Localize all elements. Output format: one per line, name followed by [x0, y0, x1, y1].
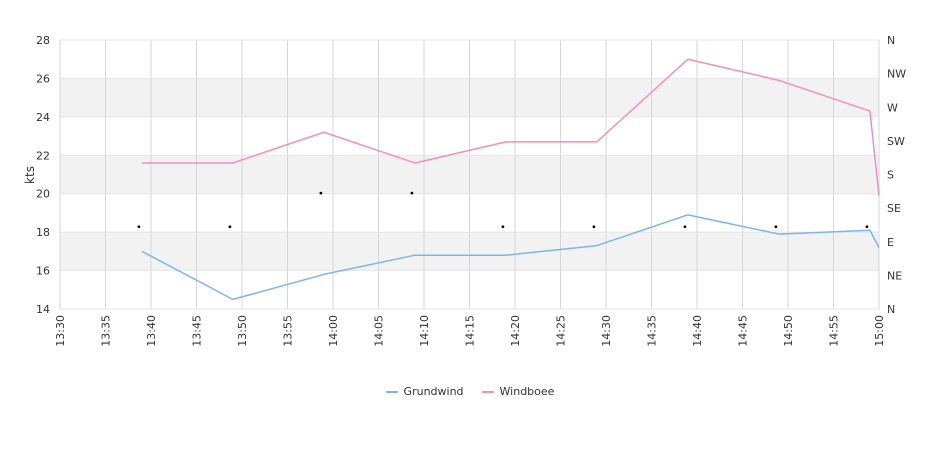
grid-lines	[59, 39, 880, 310]
direction-marker	[410, 191, 414, 195]
legend-item-grundwind[interactable]: Grundwind	[385, 385, 464, 398]
x-tick-label: 14:25	[555, 315, 568, 347]
x-tick-label: 14:50	[782, 315, 795, 347]
y-tick-label: 24	[36, 111, 50, 124]
direction-marker	[592, 225, 596, 229]
y-tick-label: 20	[36, 188, 50, 201]
x-tick-label: 13:35	[100, 315, 113, 347]
x-tick-label: 14:45	[737, 315, 750, 347]
y-tick-label: 28	[36, 34, 50, 47]
direction-tick-label: E	[887, 236, 894, 249]
x-tick-label: 14:40	[691, 315, 704, 347]
series-line-grundwind	[141, 214, 880, 301]
x-tick-label: 13:45	[191, 315, 204, 347]
legend-item-windboee[interactable]: Windboee	[481, 385, 555, 398]
legend-label-windboee: Windboee	[499, 385, 555, 398]
direction-tick-label: SE	[887, 202, 901, 215]
y-axis-right: N NE E SE S SW W NW N	[887, 34, 906, 316]
y-tick-label: 18	[36, 226, 50, 239]
x-tick-label: 14:15	[464, 315, 477, 347]
x-tick-label: 14:55	[828, 315, 841, 347]
x-tick-label: 15:00	[873, 315, 886, 347]
direction-tick-label: N	[887, 303, 895, 316]
direction-markers	[137, 191, 869, 229]
x-tick-label: 13:50	[236, 315, 249, 347]
x-tick-label: 14:30	[600, 315, 613, 347]
direction-marker	[501, 225, 505, 229]
x-tick-label: 13:55	[282, 315, 295, 347]
direction-marker	[228, 225, 232, 229]
legend-swatch-windboee	[481, 390, 494, 393]
y-axis-left: 14 16 18 20 22 24 26 28	[36, 34, 50, 316]
x-tick-label: 14:35	[646, 315, 659, 347]
direction-tick-label: N	[887, 34, 895, 47]
y-tick-label: 26	[36, 72, 50, 85]
x-tick-label: 14:00	[327, 315, 340, 347]
legend: Grundwind Windboee	[0, 385, 940, 398]
direction-tick-label: W	[887, 101, 898, 114]
x-tick-label: 14:20	[509, 315, 522, 347]
legend-swatch-grundwind	[385, 390, 398, 393]
x-tick-label: 13:30	[54, 315, 67, 347]
direction-marker	[683, 225, 687, 229]
direction-marker	[319, 191, 323, 195]
series-line-windboee	[141, 58, 880, 196]
x-tick-label: 14:10	[418, 315, 431, 347]
y-tick-label: 16	[36, 265, 50, 278]
direction-marker	[137, 225, 141, 229]
y-tick-label: 14	[36, 303, 50, 316]
x-tick-label: 13:40	[145, 315, 158, 347]
direction-tick-label: SW	[887, 135, 905, 148]
x-axis: 13:30 13:35 13:40 13:45 13:50 13:55 14:00 14:05…	[54, 315, 886, 347]
direction-marker	[865, 225, 869, 229]
direction-tick-label: NE	[887, 269, 902, 282]
y-tick-label: 22	[36, 149, 50, 162]
legend-label-grundwind: Grundwind	[403, 385, 464, 398]
x-tick-label: 14:05	[373, 315, 386, 347]
direction-tick-label: NW	[887, 68, 906, 81]
y-axis-title: kts	[23, 166, 37, 184]
series-lines	[141, 58, 880, 301]
direction-marker	[774, 225, 778, 229]
direction-tick-label: S	[887, 169, 894, 182]
